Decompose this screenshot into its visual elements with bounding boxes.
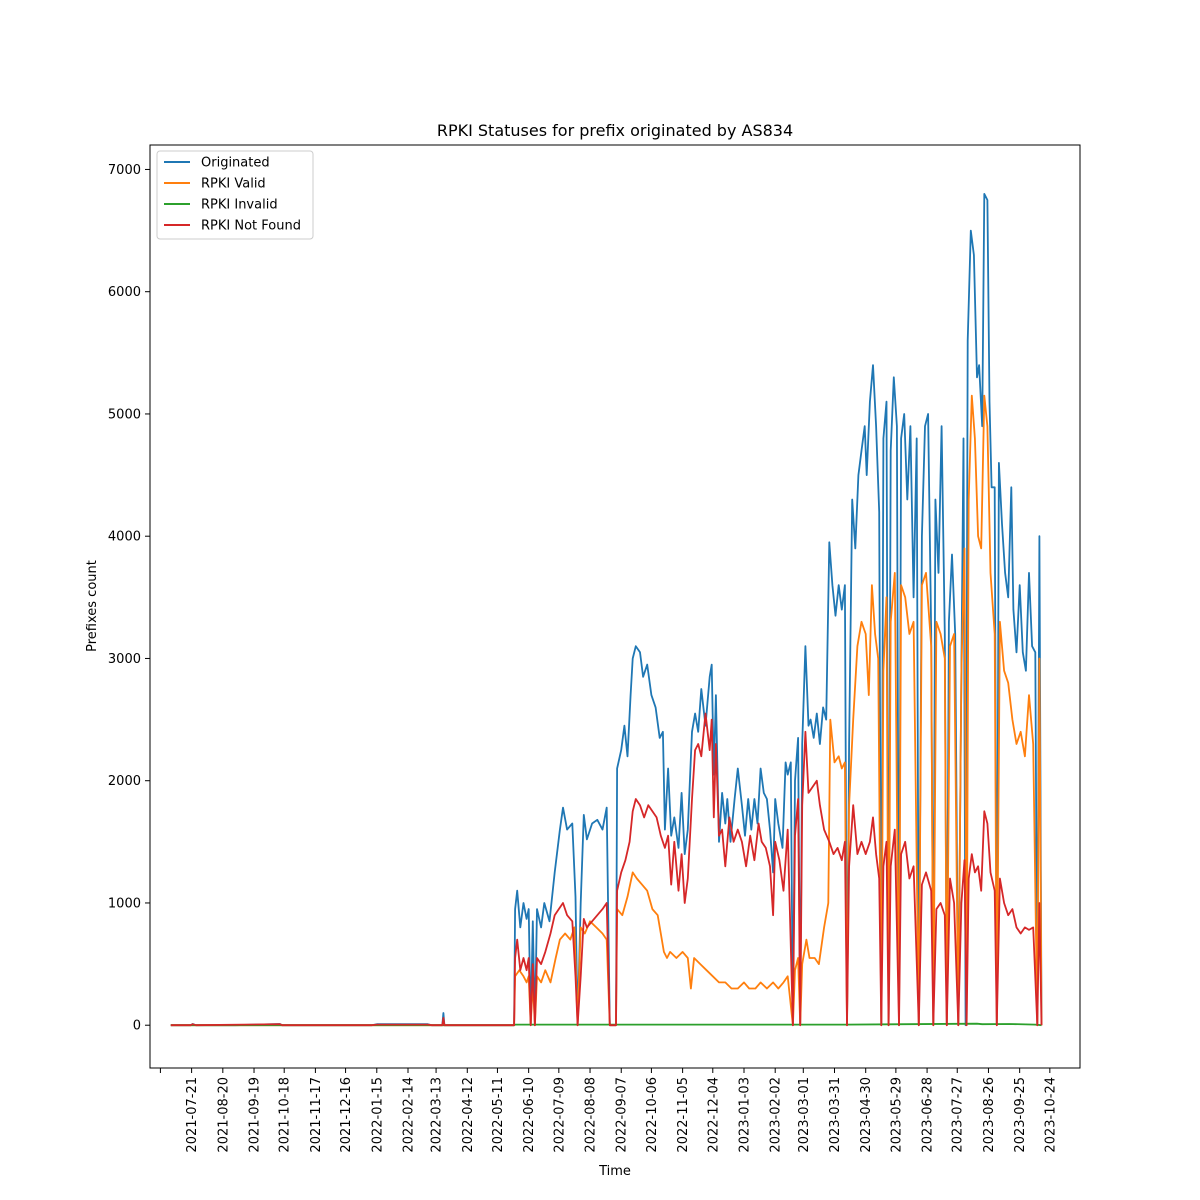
y-tick-label-5: 5000 — [108, 407, 141, 422]
x-tick-label-28: 2023-10-24 — [1043, 1077, 1058, 1153]
x-tick-label-1: 2021-08-20 — [216, 1077, 231, 1153]
chart-title: RPKI Statuses for prefix originated by A… — [437, 121, 793, 140]
x-tick-label-20: 2023-03-01 — [797, 1077, 812, 1153]
legend-label-0: Originated — [201, 156, 270, 171]
x-tick-label-11: 2022-06-10 — [522, 1077, 537, 1153]
x-tick-label-15: 2022-10-06 — [645, 1077, 660, 1153]
x-tick-label-14: 2022-09-07 — [615, 1077, 630, 1153]
y-tick-label-7: 7000 — [108, 163, 141, 178]
legend-label-3: RPKI Not Found — [201, 219, 301, 234]
y-tick-label-2: 2000 — [108, 774, 141, 789]
x-tick-label-6: 2022-01-15 — [370, 1077, 385, 1153]
x-tick-label-0: 2021-07-21 — [185, 1077, 200, 1153]
y-tick-label-0: 0 — [133, 1019, 141, 1034]
x-tick-label-17: 2022-12-04 — [706, 1077, 721, 1153]
x-tick-label-21: 2023-03-31 — [828, 1077, 843, 1153]
legend-label-2: RPKI Invalid — [201, 198, 278, 213]
x-tick-label-18: 2023-01-03 — [737, 1077, 752, 1153]
x-tick-label-19: 2023-02-02 — [769, 1077, 784, 1153]
x-tick-label-3: 2021-10-18 — [278, 1077, 293, 1153]
series-layer — [170, 192, 1043, 1027]
x-tick-label-23: 2023-05-29 — [889, 1077, 904, 1153]
legend-label-1: RPKI Valid — [201, 177, 266, 192]
x-tick-label-4: 2021-11-17 — [309, 1077, 324, 1153]
x-tick-label-2: 2021-09-19 — [248, 1077, 263, 1153]
x-axis-title: Time — [598, 1164, 631, 1179]
x-tick-label-9: 2022-04-12 — [461, 1077, 476, 1153]
y-axis-title: Prefixes count — [85, 560, 100, 652]
y-tick-label-3: 3000 — [108, 652, 141, 667]
y-axis: 0 1000 2000 3000 4000 5000 6000 7000 — [108, 163, 150, 1034]
x-tick-label-12: 2022-07-09 — [552, 1077, 567, 1153]
y-tick-label-4: 4000 — [108, 530, 141, 545]
legend-box — [156, 150, 314, 240]
x-tick-label-25: 2023-07-27 — [951, 1077, 966, 1153]
x-tick-label-8: 2022-03-13 — [430, 1077, 445, 1153]
x-tick-label-10: 2022-05-11 — [491, 1077, 506, 1153]
x-tick-label-13: 2022-08-08 — [584, 1077, 599, 1153]
x-tick-label-16: 2022-11-05 — [676, 1077, 691, 1153]
plot-frame — [149, 144, 1081, 1069]
x-tick-label-26: 2023-08-26 — [982, 1077, 997, 1153]
x-tick-label-24: 2023-06-28 — [921, 1077, 936, 1153]
y-tick-label-6: 6000 — [108, 285, 141, 300]
x-tick-label-7: 2022-02-14 — [401, 1077, 416, 1153]
chart-legend: Originated RPKI Valid RPKI Invalid RPKI Not… — [156, 150, 314, 240]
x-tick-label-5: 2021-12-16 — [339, 1077, 354, 1153]
x-tick-label-27: 2023-09-25 — [1013, 1077, 1028, 1153]
y-tick-label-1: 1000 — [108, 896, 141, 911]
x-axis: 2021-07-21 2021-08-20 2021-09-19 2021-10-18… — [159, 1068, 1058, 1153]
x-tick-label-22: 2023-04-30 — [859, 1077, 874, 1153]
series-line-1 — [170, 394, 1043, 1027]
series-line-3 — [170, 712, 1043, 1027]
